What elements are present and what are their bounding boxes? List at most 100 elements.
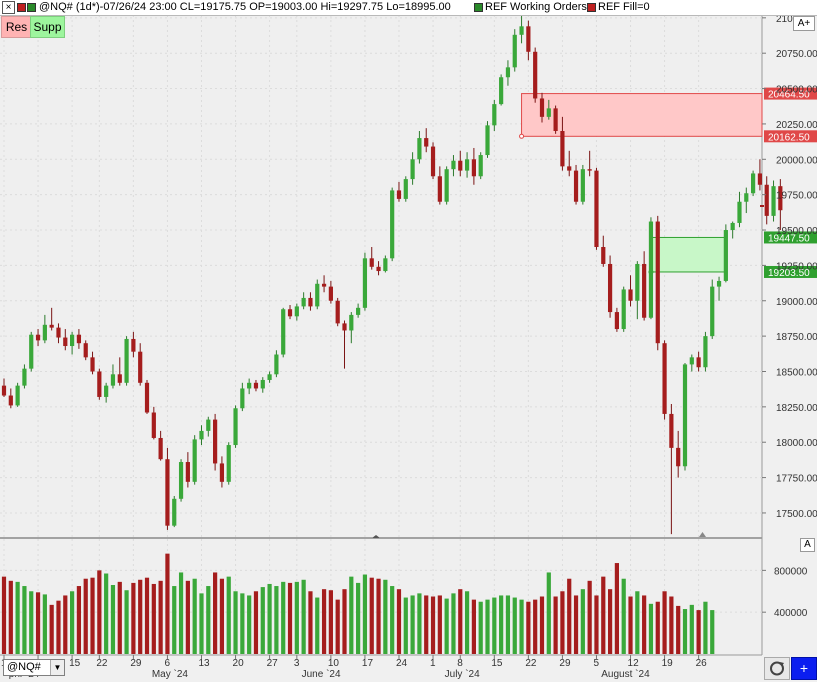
date-tick-label: 29 <box>559 658 571 669</box>
volume-tick-label: 400000 <box>774 608 808 619</box>
candle-body <box>778 186 783 211</box>
volume-bar <box>390 586 395 654</box>
zones: 20464.50 20162.50 19447.50 19203.50 <box>519 87 817 279</box>
symbol-input-value: @NQ# <box>7 661 41 673</box>
candle-body <box>144 382 150 413</box>
volume-bar <box>213 572 218 654</box>
volume-bar <box>689 604 694 654</box>
volume-tick-label: 800000 <box>774 566 808 577</box>
candle-body <box>546 108 551 117</box>
candle-body <box>601 247 606 264</box>
volume-bar <box>110 585 116 654</box>
volume-bar <box>158 580 163 654</box>
candle-body <box>464 159 470 171</box>
volume-bar <box>437 595 442 654</box>
volume-bar <box>199 593 204 654</box>
month-tick-label: July `24 <box>445 668 480 680</box>
candle-body <box>22 368 27 386</box>
volume-bar <box>206 586 211 654</box>
volume-bar <box>430 596 436 654</box>
volume-bar <box>240 593 245 654</box>
chevron-down-icon[interactable]: ▼ <box>50 660 64 675</box>
volume-bar <box>594 595 599 654</box>
volume-bar <box>124 590 129 654</box>
candle-body <box>158 437 163 460</box>
candle-body <box>70 334 75 347</box>
volume-bar <box>533 599 538 654</box>
candle-body <box>512 34 517 68</box>
price-tick-label: 18000.00 <box>776 438 817 449</box>
month-tick-label: August `24 <box>601 668 650 680</box>
candle-body <box>485 125 490 156</box>
volume-bar <box>499 595 504 654</box>
date-tick-label: 12 <box>628 658 640 669</box>
month-tick-label: May `24 <box>152 668 189 680</box>
candle-body <box>240 388 245 409</box>
volume-bar <box>8 580 13 654</box>
candle-body <box>138 351 143 383</box>
price-tick-label: 20500.00 <box>776 85 817 96</box>
ref-fill-label[interactable]: REF Fill=0 <box>598 1 650 13</box>
volume-bar <box>281 581 286 654</box>
candle-body <box>553 108 558 131</box>
candle-body <box>165 459 170 526</box>
date-tick-label: 5 <box>593 658 599 669</box>
support-zone-price-tag <box>764 265 817 278</box>
volume-auto-scale-button[interactable]: A <box>800 538 815 552</box>
refresh-button[interactable] <box>764 657 790 680</box>
volume-bar <box>464 591 470 654</box>
volume-bar <box>178 572 184 654</box>
candle-body <box>376 266 381 272</box>
candle-body <box>35 334 41 341</box>
candle-body <box>192 439 197 482</box>
grid <box>0 15 762 654</box>
candle-body <box>151 412 156 438</box>
candle-body <box>1 385 7 396</box>
candle-body <box>751 173 756 194</box>
volume-bars <box>1 553 715 654</box>
price-tick-label: 18500.00 <box>776 367 817 378</box>
date-tick-label: 20 <box>233 658 245 669</box>
candle-body <box>696 357 701 368</box>
candle-body <box>124 338 129 383</box>
date-tick-label: 15 <box>491 658 503 669</box>
resistance-button[interactable]: Res <box>1 16 32 38</box>
support-button[interactable]: Supp <box>30 16 65 38</box>
symbol-input[interactable]: @NQ# ▼ <box>3 659 65 676</box>
volume-bar <box>97 570 102 654</box>
auto-scale-button[interactable]: A+ <box>793 16 815 31</box>
volume-bar <box>601 576 606 654</box>
candle-body <box>505 67 511 78</box>
candle-body <box>42 324 47 341</box>
candle-body <box>499 77 504 105</box>
close-icon[interactable]: × <box>2 1 15 14</box>
candle-body <box>29 334 34 369</box>
candle-body <box>410 159 415 180</box>
candle-body <box>737 201 742 223</box>
candle-body <box>274 354 279 375</box>
candle-body <box>471 159 476 177</box>
candle-body <box>676 447 681 467</box>
candle-body <box>328 286 333 301</box>
candle-body <box>131 338 136 352</box>
date-tick-label: 22 <box>525 658 537 669</box>
pane-grip-icon[interactable] <box>372 535 380 538</box>
price-tick-label: 19750.00 <box>776 191 817 202</box>
refresh-icon <box>770 661 784 676</box>
candle-body <box>757 173 763 185</box>
volume-bar <box>35 592 41 654</box>
working-orders-label[interactable]: REF Working Orders <box>485 1 587 13</box>
add-button[interactable]: + <box>791 657 817 680</box>
resistance-zone-price-tag <box>764 130 817 143</box>
volume-bar <box>424 595 429 654</box>
candle-body <box>710 286 715 337</box>
volume-bar <box>356 582 361 654</box>
volume-bar <box>614 563 619 654</box>
candle-body <box>417 138 422 160</box>
price-tick-label: 19250.00 <box>776 261 817 272</box>
volume-bar <box>587 580 592 654</box>
support-zone-price-tag <box>764 231 817 244</box>
candle-body <box>342 323 347 331</box>
candle-body <box>335 300 340 324</box>
